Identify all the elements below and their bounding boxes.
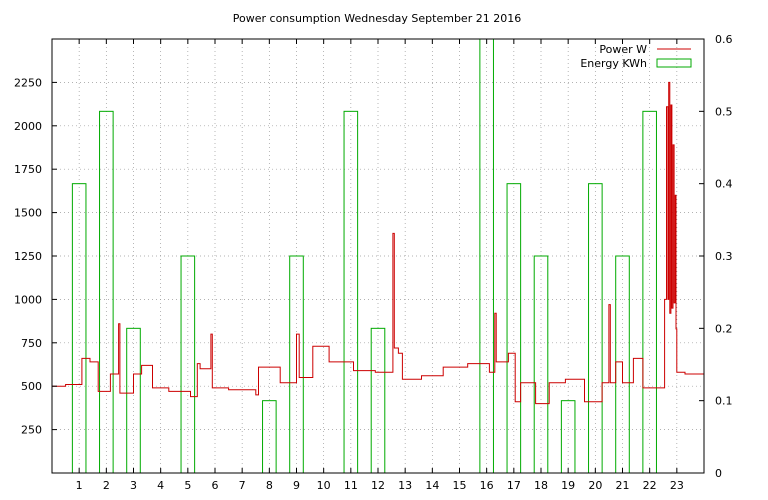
x-tick-label: 19 bbox=[561, 479, 575, 492]
legend-label-power: Power W bbox=[599, 43, 647, 56]
energy-bar bbox=[533, 255, 549, 474]
x-tick-label: 16 bbox=[480, 479, 494, 492]
x-tick-label: 18 bbox=[534, 479, 548, 492]
x-tick-label: 22 bbox=[643, 479, 657, 492]
y2-tick-label: 0 bbox=[715, 467, 722, 480]
x-tick-label: 4 bbox=[157, 479, 164, 492]
y-tick-label: 2250 bbox=[14, 76, 42, 89]
x-tick-label: 10 bbox=[317, 479, 331, 492]
x-tick-label: 14 bbox=[425, 479, 439, 492]
y-tick-label: 2000 bbox=[14, 120, 42, 133]
grid-lines bbox=[52, 39, 704, 473]
x-tick-label: 23 bbox=[670, 479, 684, 492]
power-series-line bbox=[52, 81, 704, 405]
x-tick-label: 17 bbox=[507, 479, 521, 492]
y-tick-label: 1500 bbox=[14, 207, 42, 220]
y2-tick-label: 0.6 bbox=[715, 33, 733, 46]
y-tick-label: 1000 bbox=[14, 293, 42, 306]
x-tick-label: 11 bbox=[344, 479, 358, 492]
axis-tick-labels: 1 2 3 4 5 6 7 8 9 10 11 12 13 14 15 16 17 18 19 20 21 22 23250… bbox=[14, 33, 733, 492]
y-tick-label: 500 bbox=[21, 380, 42, 393]
x-tick-label: 13 bbox=[398, 479, 412, 492]
y2-tick-label: 0.2 bbox=[715, 322, 733, 335]
axis-ticks bbox=[52, 38, 704, 474]
legend: Power W Energy KWh bbox=[580, 43, 692, 70]
x-tick-label: 9 bbox=[293, 479, 300, 492]
x-tick-label: 20 bbox=[588, 479, 602, 492]
x-tick-label: 7 bbox=[239, 479, 246, 492]
chart-title: Power consumption Wednesday September 21… bbox=[233, 12, 521, 25]
y2-tick-label: 0.3 bbox=[715, 250, 733, 263]
y2-tick-label: 0.4 bbox=[715, 178, 733, 191]
energy-bar bbox=[642, 110, 657, 474]
x-tick-label: 8 bbox=[266, 479, 273, 492]
x-tick-label: 3 bbox=[130, 479, 137, 492]
energy-bar bbox=[99, 110, 114, 474]
legend-swatch-energy bbox=[656, 58, 692, 68]
x-tick-label: 1 bbox=[76, 479, 83, 492]
x-tick-label: 5 bbox=[184, 479, 191, 492]
energy-bar bbox=[180, 255, 196, 474]
x-tick-label: 2 bbox=[103, 479, 110, 492]
y2-tick-label: 0.5 bbox=[715, 105, 733, 118]
energy-bar bbox=[343, 110, 359, 474]
y-tick-label: 1750 bbox=[14, 163, 42, 176]
x-tick-label: 6 bbox=[212, 479, 219, 492]
x-tick-label: 15 bbox=[453, 479, 467, 492]
y-tick-label: 1250 bbox=[14, 250, 42, 263]
x-tick-label: 21 bbox=[616, 479, 630, 492]
x-tick-label: 12 bbox=[371, 479, 385, 492]
y-tick-label: 750 bbox=[21, 337, 42, 350]
y2-tick-label: 0.1 bbox=[715, 395, 733, 408]
y-tick-label: 250 bbox=[21, 424, 42, 437]
legend-label-energy: Energy KWh bbox=[580, 57, 647, 70]
